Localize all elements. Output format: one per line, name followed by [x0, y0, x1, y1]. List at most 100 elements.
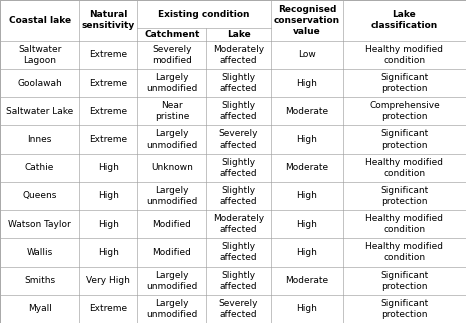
Text: Moderate: Moderate	[285, 276, 329, 285]
Bar	[343, 97, 466, 125]
Text: Extreme: Extreme	[89, 50, 127, 59]
Bar	[271, 238, 343, 266]
Bar	[0, 0, 79, 41]
Text: Moderately
affected: Moderately affected	[213, 214, 264, 234]
Text: Slightly
affected: Slightly affected	[220, 101, 257, 121]
Bar	[137, 238, 206, 266]
Bar	[79, 182, 137, 210]
Text: High: High	[296, 135, 317, 144]
Bar	[0, 182, 79, 210]
Text: High: High	[98, 248, 119, 257]
Bar	[206, 41, 271, 69]
Bar	[0, 295, 79, 323]
Bar	[343, 125, 466, 154]
Bar	[0, 97, 79, 125]
Text: Saltwater Lake: Saltwater Lake	[6, 107, 73, 116]
Bar	[271, 154, 343, 182]
Bar	[0, 154, 79, 182]
Bar	[206, 154, 271, 182]
Text: Significant
protection: Significant protection	[380, 73, 429, 93]
Bar	[79, 69, 137, 97]
Text: Significant
protection: Significant protection	[380, 271, 429, 291]
Bar	[343, 182, 466, 210]
Text: Lake
classification: Lake classification	[371, 10, 438, 30]
Bar	[0, 125, 79, 154]
Text: High: High	[98, 192, 119, 201]
Bar	[343, 0, 466, 41]
Text: High: High	[98, 220, 119, 229]
Text: Largely
unmodified: Largely unmodified	[146, 130, 198, 150]
Bar	[0, 41, 79, 69]
Text: Healthy modified
condition: Healthy modified condition	[365, 158, 444, 178]
Bar	[0, 266, 79, 295]
Bar	[271, 295, 343, 323]
Text: Watson Taylor: Watson Taylor	[8, 220, 71, 229]
Bar	[79, 210, 137, 238]
Bar	[206, 97, 271, 125]
Text: Largely
unmodified: Largely unmodified	[146, 73, 198, 93]
Text: Healthy modified
condition: Healthy modified condition	[365, 242, 444, 263]
Bar	[343, 41, 466, 69]
Text: Slightly
affected: Slightly affected	[220, 271, 257, 291]
Text: Unknown: Unknown	[151, 163, 193, 172]
Text: Modified: Modified	[152, 248, 192, 257]
Text: Smiths: Smiths	[24, 276, 55, 285]
Text: Extreme: Extreme	[89, 78, 127, 88]
Text: Slightly
affected: Slightly affected	[220, 158, 257, 178]
Text: Moderate: Moderate	[285, 107, 329, 116]
Bar	[206, 28, 271, 41]
Bar	[0, 238, 79, 266]
Bar	[137, 210, 206, 238]
Text: Near
pristine: Near pristine	[155, 101, 189, 121]
Bar	[137, 182, 206, 210]
Bar	[343, 210, 466, 238]
Text: Severely
modified: Severely modified	[152, 45, 192, 65]
Bar	[271, 125, 343, 154]
Text: Coastal lake: Coastal lake	[8, 16, 71, 25]
Text: Slightly
affected: Slightly affected	[220, 242, 257, 263]
Text: Comprehensive
protection: Comprehensive protection	[369, 101, 440, 121]
Bar	[137, 295, 206, 323]
Text: High: High	[98, 163, 119, 172]
Bar	[137, 41, 206, 69]
Bar	[79, 97, 137, 125]
Bar	[206, 238, 271, 266]
Bar	[343, 295, 466, 323]
Bar	[271, 266, 343, 295]
Bar	[79, 266, 137, 295]
Text: Saltwater
Lagoon: Saltwater Lagoon	[18, 45, 62, 65]
Text: High: High	[296, 220, 317, 229]
Bar	[137, 125, 206, 154]
Bar	[271, 41, 343, 69]
Bar	[206, 266, 271, 295]
Text: Wallis: Wallis	[27, 248, 53, 257]
Bar	[137, 69, 206, 97]
Text: Slightly
affected: Slightly affected	[220, 73, 257, 93]
Bar	[79, 0, 137, 41]
Bar	[343, 69, 466, 97]
Text: High: High	[296, 192, 317, 201]
Text: Modified: Modified	[152, 220, 192, 229]
Bar	[206, 210, 271, 238]
Text: Recognised
conservation
value: Recognised conservation value	[274, 5, 340, 36]
Bar	[271, 182, 343, 210]
Bar	[206, 125, 271, 154]
Text: Goolawah: Goolawah	[17, 78, 62, 88]
Text: Innes: Innes	[27, 135, 52, 144]
Bar	[137, 28, 206, 41]
Text: Extreme: Extreme	[89, 304, 127, 313]
Text: Catchment: Catchment	[144, 30, 199, 39]
Text: Healthy modified
condition: Healthy modified condition	[365, 214, 444, 234]
Text: Extreme: Extreme	[89, 135, 127, 144]
Text: Significant
protection: Significant protection	[380, 299, 429, 319]
Bar	[0, 69, 79, 97]
Bar	[271, 210, 343, 238]
Bar	[79, 41, 137, 69]
Bar	[206, 295, 271, 323]
Text: Natural
sensitivity: Natural sensitivity	[82, 10, 135, 30]
Text: Largely
unmodified: Largely unmodified	[146, 271, 198, 291]
Text: Low: Low	[298, 50, 316, 59]
Bar	[137, 154, 206, 182]
Bar	[0, 210, 79, 238]
Text: Lake: Lake	[227, 30, 250, 39]
